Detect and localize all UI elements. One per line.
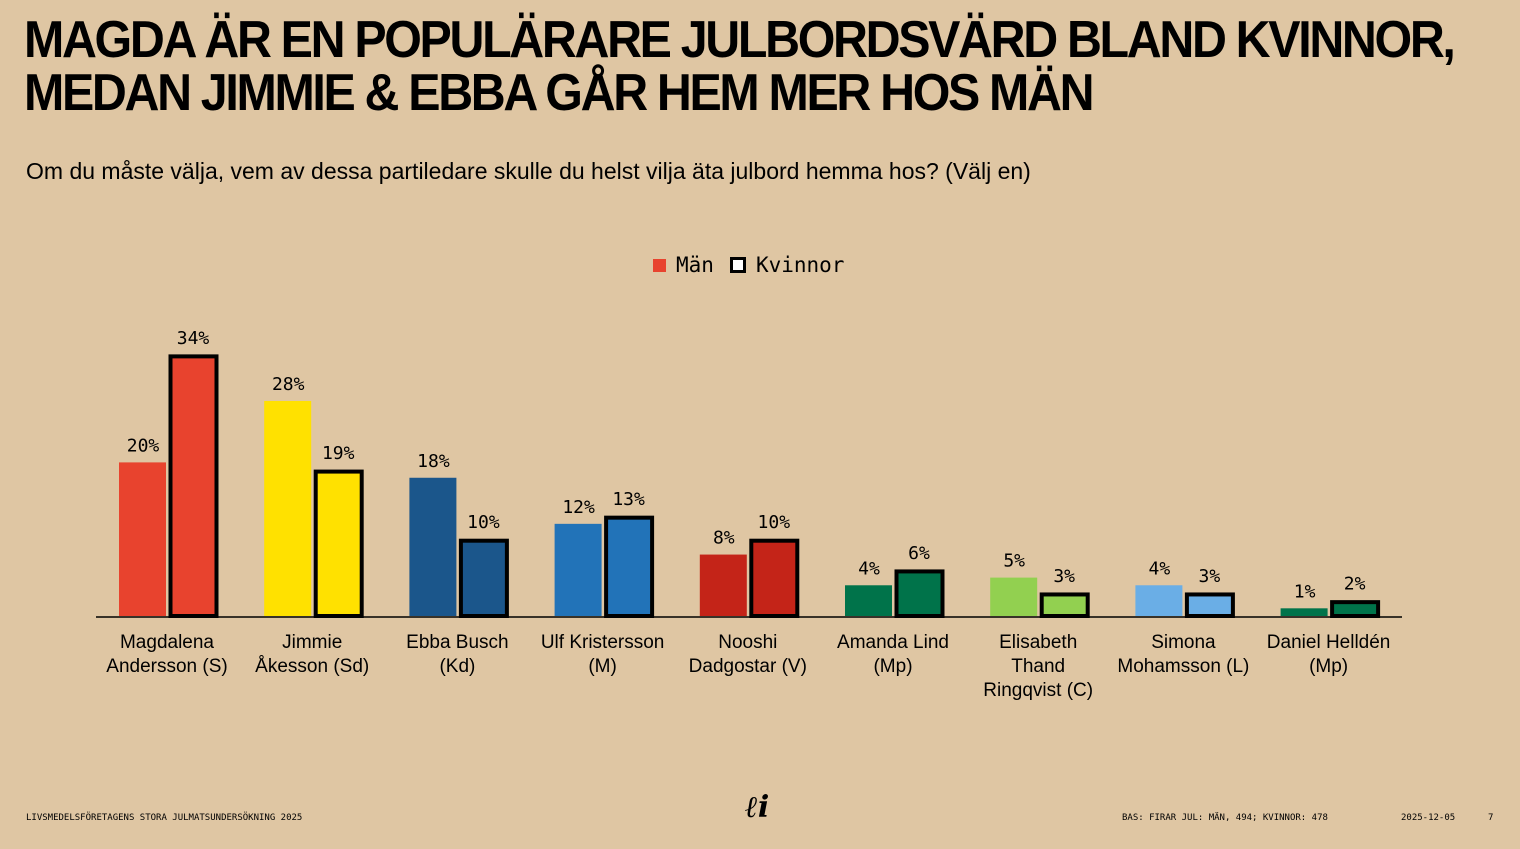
category-label: Amanda Lind — [837, 632, 949, 653]
category-label: Andersson (S) — [106, 656, 227, 677]
data-label-man: 12% — [562, 497, 595, 518]
category-label: Simona — [1151, 632, 1216, 653]
bar-man — [990, 577, 1038, 616]
bar-man — [699, 554, 747, 616]
data-label-kvinnor: 13% — [612, 489, 645, 510]
category-label: Ringqvist (C) — [983, 680, 1093, 701]
legend-label-kvinnor: Kvinnor — [755, 253, 845, 277]
bar-kvinnor — [1330, 600, 1381, 619]
bar-kvinnor — [894, 569, 945, 618]
bar-man — [1280, 608, 1328, 616]
category-label: Mohamsson (L) — [1117, 656, 1249, 677]
title-line-2: MEDAN JIMMIE & EBBA GÅR HEM MER HOS MÄN — [24, 64, 1095, 122]
bar-kvinnor — [1184, 592, 1235, 619]
data-label-man: 20% — [127, 435, 160, 456]
category-label: (Mp) — [1309, 656, 1348, 677]
category-label: Magdalena — [120, 632, 214, 653]
bar-kvinnor — [749, 538, 800, 619]
category-label: (Mp) — [873, 656, 912, 677]
bar-man — [554, 523, 602, 616]
data-label-kvinnor: 34% — [177, 328, 210, 349]
category-label: Åkesson (Sd) — [255, 656, 369, 677]
legend-label-man: Män — [676, 253, 714, 277]
data-label-man: 28% — [272, 374, 305, 395]
bar-man — [845, 585, 892, 616]
data-label-kvinnor: 3% — [1199, 566, 1221, 587]
category-label: Elisabeth — [999, 632, 1077, 653]
data-label-man: 4% — [858, 558, 880, 579]
category-label: (Kd) — [439, 656, 475, 677]
category-label: Nooshi — [718, 632, 777, 653]
data-label-kvinnor: 6% — [908, 543, 930, 564]
bar-kvinnor — [604, 515, 655, 618]
data-label-kvinnor: 19% — [322, 443, 355, 464]
data-label-man: 4% — [1149, 558, 1171, 579]
bar-man — [264, 400, 312, 616]
page-title: MAGDA ÄR EN POPULÄRARE JULBORDSVÄRD BLAN… — [24, 11, 1456, 122]
legend: Män Kvinnor — [653, 253, 844, 277]
title-line-1: MAGDA ÄR EN POPULÄRARE JULBORDSVÄRD BLAN… — [24, 11, 1456, 69]
footer-base: BAS: FIRAR JUL: MÄN, 494; KVINNOR: 478 — [1122, 813, 1328, 823]
legend-swatch-man — [653, 258, 666, 272]
legend-swatch-kvinnor — [729, 257, 746, 273]
footer-page: 7 — [1488, 813, 1494, 823]
category-label: Jimmie — [282, 632, 342, 653]
data-label-man: 18% — [417, 451, 450, 472]
bar-kvinnor — [458, 538, 509, 619]
data-label-kvinnor: 3% — [1053, 566, 1075, 587]
category-label: Dadgostar (V) — [689, 656, 807, 677]
bar-kvinnor — [1039, 592, 1090, 619]
category-label: Ulf Kristersson — [541, 632, 665, 653]
footer-date: 2025-12-05 — [1401, 813, 1456, 823]
bar-kvinnor — [168, 354, 219, 618]
bar-man — [409, 477, 457, 616]
data-label-man: 5% — [1003, 551, 1025, 572]
data-label-kvinnor: 10% — [758, 512, 791, 533]
footer-source: LIVSMEDELSFÖRETAGENS STORA JULMATSUNDERS… — [26, 813, 303, 823]
data-label-man: 1% — [1294, 581, 1316, 602]
category-label: Daniel Helldén — [1267, 632, 1391, 653]
subtitle: Om du måste välja, vem av dessa partiled… — [26, 158, 1031, 184]
category-label: Thand — [1011, 656, 1065, 677]
data-label-kvinnor: 10% — [467, 512, 500, 533]
data-label-kvinnor: 2% — [1344, 574, 1366, 595]
category-label: (M) — [588, 656, 616, 677]
bar-man — [119, 462, 166, 616]
data-label-man: 8% — [713, 528, 735, 549]
category-label: Ebba Busch — [406, 632, 508, 653]
bar-kvinnor — [313, 469, 364, 618]
bar-man — [1135, 585, 1183, 616]
brand-logo: ℓi — [745, 790, 770, 825]
